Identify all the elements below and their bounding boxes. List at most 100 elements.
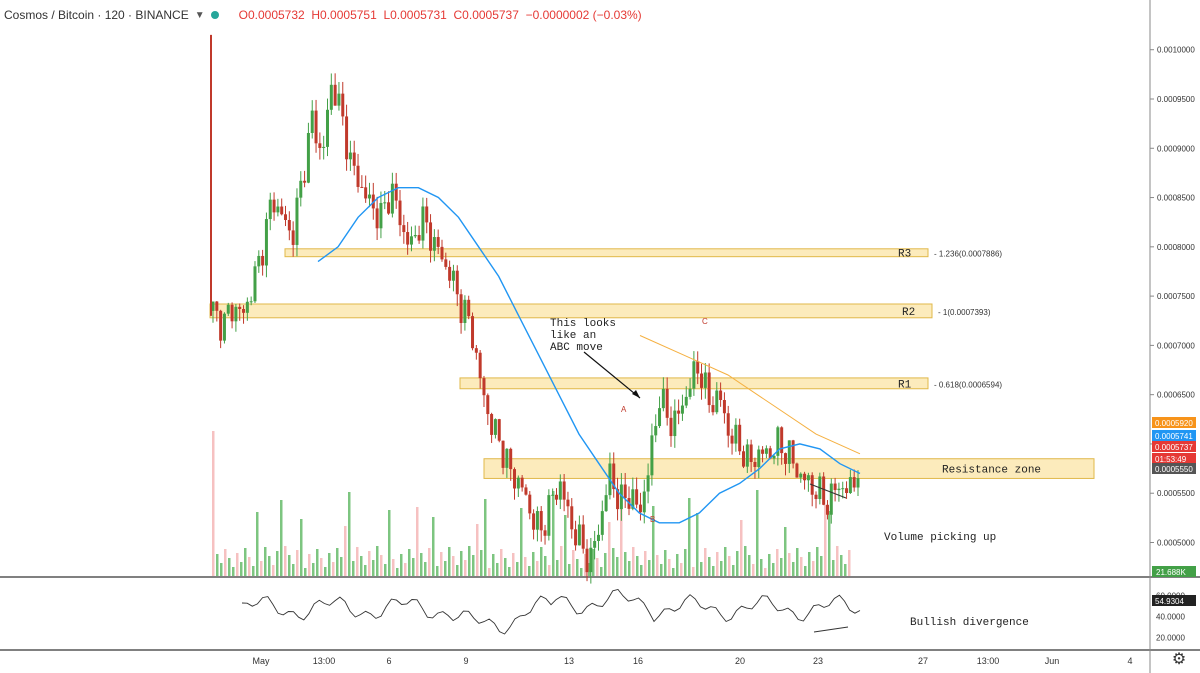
candle-body — [471, 316, 475, 349]
candle-body — [726, 413, 730, 436]
volume-bar — [632, 547, 635, 576]
wave-label-a: A — [621, 405, 627, 414]
candle-body — [780, 427, 784, 454]
price-divergence-line — [809, 483, 847, 499]
volume-bar — [716, 552, 719, 576]
symbol-title[interactable]: Cosmos / Bitcoin · 120 · BINANCE — [4, 8, 189, 22]
volume-bar — [760, 559, 763, 576]
volume-bar — [536, 561, 539, 576]
tradingview-logo-icon[interactable]: ⚙ — [1171, 651, 1187, 668]
volume-bar — [472, 555, 475, 576]
candle-body — [375, 208, 379, 229]
candle-body — [856, 478, 860, 488]
volume-bar — [828, 511, 831, 576]
candle-body — [413, 235, 417, 237]
candle-body — [848, 477, 852, 494]
volume-bar — [772, 563, 775, 576]
candle-body — [642, 491, 646, 513]
volume-bar — [552, 491, 555, 576]
rsi-divergence-line — [813, 626, 849, 633]
candle-body — [211, 301, 215, 311]
volume-bar — [364, 565, 367, 576]
candle-body — [757, 449, 761, 467]
volume-bar — [448, 547, 451, 576]
volume-bar — [336, 548, 339, 576]
volume-bar — [352, 561, 355, 576]
candle-body — [360, 186, 364, 188]
candle-body — [314, 110, 318, 144]
volume-bar — [616, 557, 619, 576]
symbol-header: Cosmos / Bitcoin · 120 · BINANCE ▼ O0.00… — [0, 0, 1154, 30]
volume-bar — [308, 554, 311, 576]
candle-body — [761, 449, 765, 454]
volume-bar — [212, 431, 215, 576]
candle-body — [482, 378, 486, 396]
volume-bar — [464, 560, 467, 576]
candle-body — [249, 301, 253, 303]
ohlc-readout: O0.0005732 H0.0005751 L0.0005731 C0.0005… — [239, 8, 642, 22]
rsi-tick-label: 40.0000 — [1156, 613, 1185, 622]
candle-body — [356, 165, 360, 187]
volume-bar — [244, 548, 247, 576]
volume-bar — [792, 562, 795, 576]
candle-body — [367, 194, 371, 199]
candle-body — [677, 410, 681, 414]
candle-body — [341, 93, 345, 117]
candle-body — [387, 202, 391, 214]
volume-bar — [508, 567, 511, 576]
volume-bar — [520, 508, 523, 576]
candle-body — [822, 476, 826, 505]
volume-bar — [432, 517, 435, 576]
x-tick-label: 27 — [918, 656, 928, 666]
volume-bar — [412, 558, 415, 576]
candle-body — [795, 463, 799, 478]
candle-body — [772, 455, 776, 459]
volume-bar — [356, 547, 359, 576]
volume-bar — [528, 566, 531, 576]
rsi-tick-label: 20.0000 — [1156, 634, 1185, 643]
candle-body — [532, 513, 536, 530]
candle-body — [524, 487, 528, 495]
volume-bar — [748, 555, 751, 576]
volume-bar — [764, 568, 767, 576]
volume-bar — [672, 568, 675, 576]
volume-bar — [688, 498, 691, 576]
volume-bar — [576, 559, 579, 576]
candle-body — [226, 304, 230, 314]
chevron-down-icon[interactable]: ▼ — [194, 9, 205, 21]
x-tick-label: 6 — [386, 656, 391, 666]
candle-body — [551, 494, 555, 496]
candle-body — [749, 444, 753, 462]
candle-body — [719, 390, 723, 401]
candle-body — [688, 388, 692, 397]
candle-body — [692, 361, 696, 389]
volume-tag-label: 21.688K — [1156, 568, 1186, 577]
volume-bar — [404, 563, 407, 576]
price-tag-label: 0.0005737 — [1155, 443, 1193, 452]
candle-body — [421, 206, 425, 241]
volume-bar — [264, 547, 267, 576]
candle-body — [776, 427, 780, 456]
volume-bar — [344, 526, 347, 576]
candle-body — [558, 481, 562, 500]
wave-label-b: B — [650, 515, 655, 524]
candle-body — [276, 206, 280, 213]
abc-note-line: like an — [550, 330, 596, 342]
candle-body — [310, 110, 314, 133]
candle-body — [669, 417, 673, 437]
volume-note: Volume picking up — [884, 532, 996, 544]
candle-body — [478, 352, 482, 379]
volume-bar — [496, 563, 499, 576]
candle-body — [505, 448, 509, 468]
candle-body — [680, 405, 684, 414]
volume-bar — [524, 557, 527, 576]
candle-body — [455, 270, 459, 295]
volume-bar — [736, 551, 739, 576]
candle-body — [803, 473, 807, 481]
x-tick-label: 20 — [735, 656, 745, 666]
candle-body — [459, 294, 463, 323]
candle-body — [734, 424, 738, 444]
volume-bar — [452, 556, 455, 576]
volume-bar — [348, 492, 351, 576]
